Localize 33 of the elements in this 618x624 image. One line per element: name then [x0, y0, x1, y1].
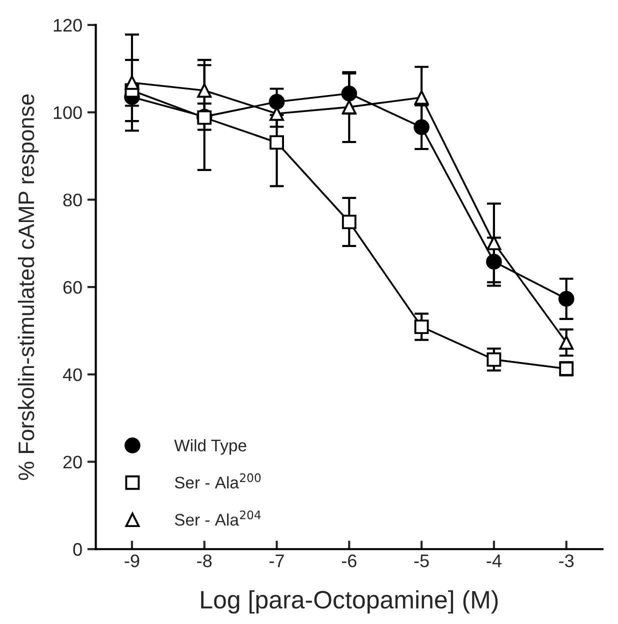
y-axis-title: % Forskolin-stimulated cAMP response — [18, 94, 39, 480]
point — [414, 90, 429, 105]
point — [342, 214, 356, 230]
legend-label: Ser - Ala$^{204}$ — [174, 510, 261, 526]
x-tick-label: -7 — [270, 554, 284, 568]
x-tick-label: -9 — [124, 554, 140, 568]
x-tick-label: -3 — [559, 554, 574, 568]
legend-label: Ser - Ala$^{200}$ — [174, 473, 261, 488]
x-tick-label: -6 — [342, 554, 356, 568]
point — [486, 236, 502, 250]
y-tick-label: 100 — [54, 106, 82, 120]
y-tick-label: 80 — [63, 194, 82, 206]
y-tick-label: 60 — [63, 280, 82, 294]
y-tick-label: 20 — [63, 456, 82, 468]
point — [414, 320, 429, 334]
x-tick-label: -8 — [197, 554, 212, 568]
point — [558, 290, 574, 307]
point — [197, 83, 212, 98]
point — [414, 119, 430, 136]
x-tick-label: -4 — [486, 554, 502, 568]
y-tick-label: 120 — [54, 18, 82, 32]
point — [559, 335, 574, 350]
y-tick-label: 0 — [73, 543, 82, 556]
point — [268, 94, 285, 110]
point — [341, 86, 358, 102]
x-axis-title: Log [para-Octopamine] (M) — [201, 590, 498, 614]
legend-label: Wild Type — [174, 439, 246, 455]
point — [124, 75, 140, 90]
point — [486, 254, 502, 270]
point — [270, 135, 284, 150]
point — [486, 352, 502, 367]
x-tick-label: -5 — [414, 554, 429, 568]
y-tick-label: 40 — [62, 368, 82, 382]
